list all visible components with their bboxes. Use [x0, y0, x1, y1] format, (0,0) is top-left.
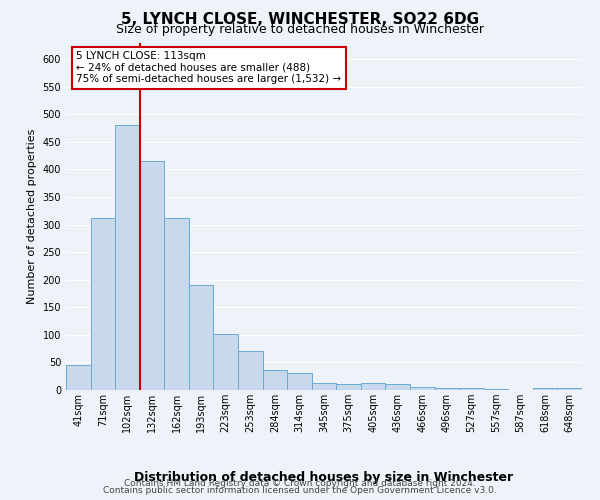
Bar: [410, 387, 434, 390]
Bar: [336, 384, 361, 390]
Text: 5, LYNCH CLOSE, WINCHESTER, SO22 6DG: 5, LYNCH CLOSE, WINCHESTER, SO22 6DG: [121, 12, 479, 28]
Bar: [459, 388, 484, 390]
Bar: [115, 125, 140, 390]
Bar: [66, 365, 91, 390]
Bar: [214, 334, 238, 390]
Bar: [434, 388, 459, 390]
Bar: [361, 383, 385, 390]
Y-axis label: Number of detached properties: Number of detached properties: [27, 128, 37, 304]
Text: 5 LYNCH CLOSE: 113sqm
← 24% of detached houses are smaller (488)
75% of semi-det: 5 LYNCH CLOSE: 113sqm ← 24% of detached …: [76, 51, 341, 84]
Bar: [263, 370, 287, 390]
Bar: [91, 218, 115, 390]
Text: Contains public sector information licensed under the Open Government Licence v3: Contains public sector information licen…: [103, 486, 497, 495]
Bar: [140, 161, 164, 390]
Bar: [164, 218, 189, 390]
Bar: [287, 374, 312, 390]
X-axis label: Distribution of detached houses by size in Winchester: Distribution of detached houses by size …: [134, 471, 514, 484]
Text: Contains HM Land Registry data © Crown copyright and database right 2024.: Contains HM Land Registry data © Crown c…: [124, 478, 476, 488]
Bar: [557, 388, 582, 390]
Bar: [533, 388, 557, 390]
Bar: [189, 285, 214, 390]
Bar: [238, 352, 263, 390]
Text: Size of property relative to detached houses in Winchester: Size of property relative to detached ho…: [116, 22, 484, 36]
Bar: [312, 383, 336, 390]
Bar: [385, 384, 410, 390]
